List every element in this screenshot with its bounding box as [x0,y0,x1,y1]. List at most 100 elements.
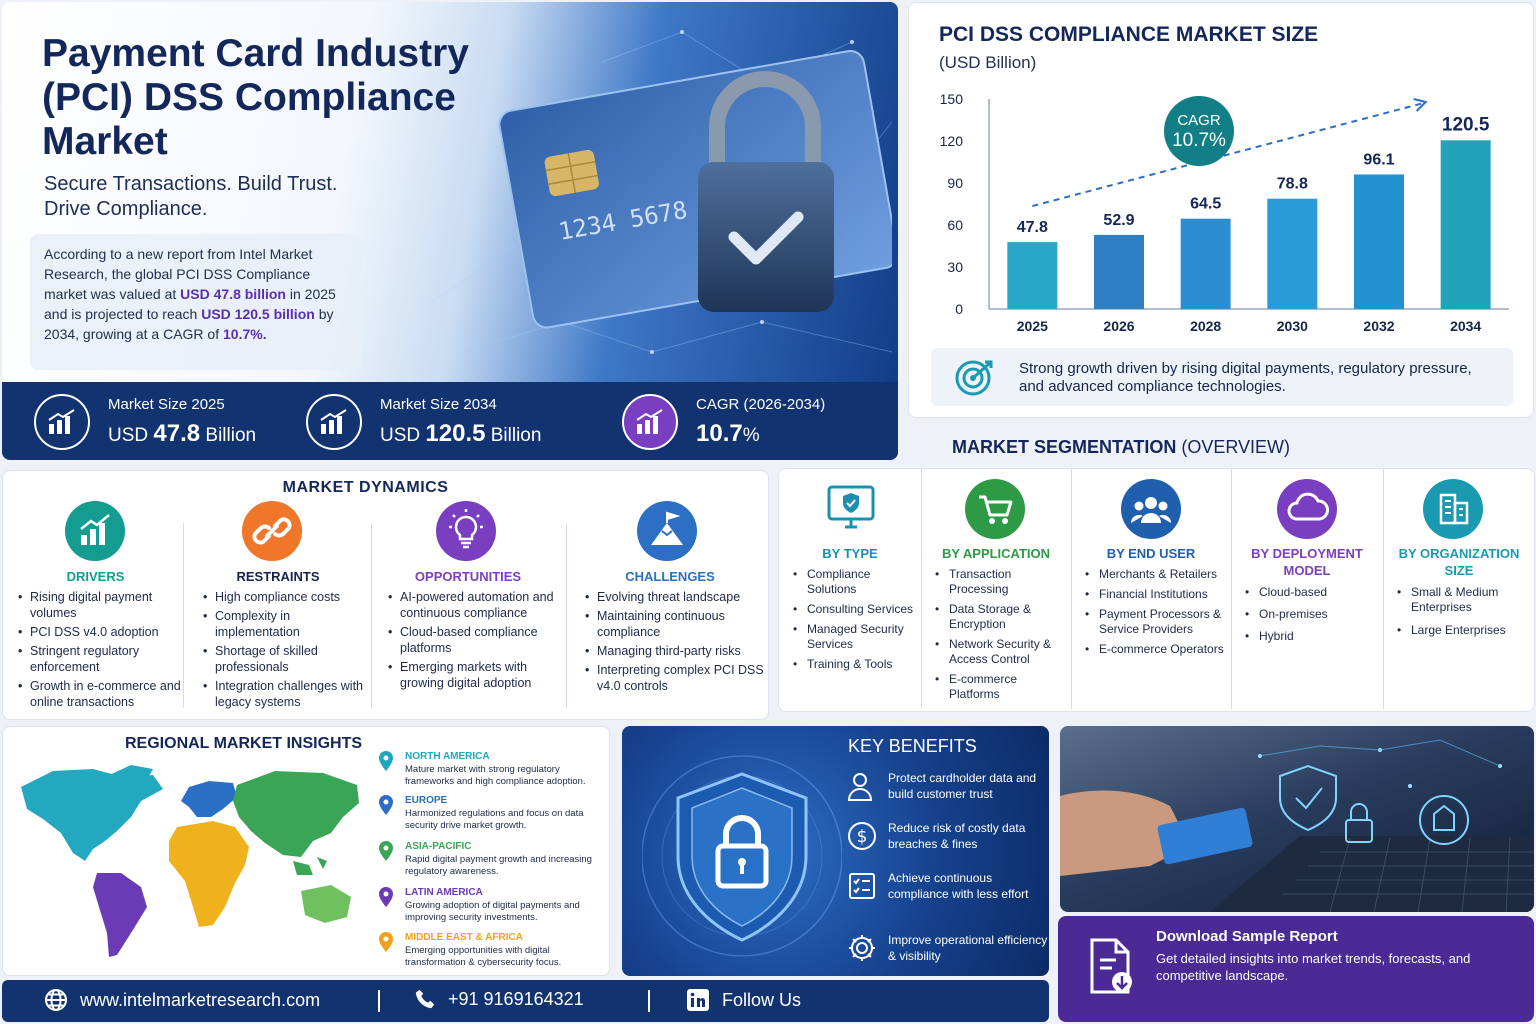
map-latin-america [93,873,147,957]
users-group-icon [1121,479,1181,539]
list-item: Small & Medium Enterprises [1397,585,1535,615]
list-item: Payment Processors & Service Providers [1085,607,1231,637]
website-link[interactable]: www.intelmarketresearch.com [44,988,320,1012]
chain-link-icon [242,501,302,561]
phone-icon [415,989,435,1009]
stat-value: 10.7% [696,420,760,447]
segment-heading: BY ORGANIZATION SIZE [1398,546,1520,578]
summary-highlight-cagr: 10.7%. [223,326,267,342]
hero-summary: According to a new report from Intel Mar… [30,234,362,370]
globe-icon [45,989,67,1011]
list-item: Financial Institutions [1085,587,1231,602]
list-item: Compliance Solutions [793,567,921,597]
map-asia-pacific [233,771,359,857]
checklist-icon [849,873,875,899]
segment-list: Compliance Solutions Consulting Services… [793,567,921,677]
driver-list: Rising digital payment volumes PCI DSS v… [18,589,183,713]
phone-text: +91 9169164321 [448,988,584,1009]
list-item: Shortage of skilled professionals [203,643,363,675]
gear-icon [849,935,875,961]
region-description: Harmonized regulations and focus on data… [405,808,584,831]
location-pin-icon [379,932,393,952]
footer-bar: www.intelmarketresearch.com +91 91691643… [2,980,1049,1022]
x-tick-label: 2026 [1103,318,1134,334]
market-dynamics-card: MARKET DYNAMICS DRIVERS Rising digital p… [2,470,769,720]
stat-label: Market Size 2025 [108,396,225,413]
map-europe [181,781,237,817]
summary-text-1: According to a new report from Intel Mar… [44,246,313,302]
key-benefits-panel: KEY BENEFITS Protect cardholder data and… [622,726,1049,976]
region-description: Mature market with strong regulatory fra… [405,764,586,787]
download-description: Get detailed insights into market trends… [1156,951,1471,983]
bar-value-label: 78.8 [1277,176,1308,193]
divider [921,469,922,709]
credit-card-padlock-illustration: 1234 5678 9012 3456 [498,50,892,329]
region-description: Emerging opportunities with digital tran… [405,945,562,968]
linkedin-icon [687,989,709,1011]
list-item: E-commerce Operators [1085,642,1231,657]
monitor-shield-icon [821,479,881,539]
list-item: PCI DSS v4.0 adoption [18,624,183,640]
summary-text-2: in 2025 and is projected to reach [44,286,336,322]
list-item: Network Security & Access Control [935,637,1071,667]
dynamics-column-drivers: DRIVERS Rising digital payment volumes P… [8,501,183,715]
bar [1180,218,1231,309]
region-description: Rapid digital payment growth and increas… [405,854,592,877]
list-item: Merchants & Retailers [1085,567,1231,582]
location-pin-icon [379,751,393,771]
map-north-america [21,769,163,861]
follow-text: Follow Us [722,989,802,1010]
stat-market-size-2034: Market Size 2034 USD 120.5 Billion [306,390,556,452]
list-item: Cloud-based compliance platforms [388,624,558,656]
cagr-trend-line [1032,102,1424,208]
segment-heading: BY END USER [1106,546,1196,561]
location-pin-icon [379,841,393,861]
chart-note: Strong growth driven by rising digital p… [931,348,1513,406]
list-item: Complexity in implementation [203,608,363,640]
region-name: MIDDLE EAST & AFRICA [405,932,523,943]
benefit-text: Protect cardholder data and build custom… [888,771,1037,801]
stat-label: CAGR (2026-2034) [696,396,826,413]
stat-value: USD 47.8 Billion [108,420,257,447]
follow-link[interactable]: Follow Us [686,988,801,1012]
stat-cagr: CAGR (2026-2034) 10.7% [622,390,872,452]
list-item: Consulting Services [793,602,921,617]
column-heading: RESTRAINTS [236,569,320,584]
segmentation-title: MARKET SEGMENTATION (OVERVIEW) [952,437,1291,457]
segment-by-deployment-model: BY DEPLOYMENT MODEL Cloud-based On-premi… [1231,469,1383,709]
download-title: Download Sample Report [1156,928,1338,945]
list-item: E-commerce Platforms [935,672,1071,702]
segment-by-organization-size: BY ORGANIZATION SIZE Small & Medium Ente… [1383,469,1535,709]
cagr-badge [1164,96,1234,166]
dollar-icon: $ [848,822,876,850]
bar [1354,174,1404,309]
user-shield-icon [847,773,873,801]
location-pin-icon [379,795,393,815]
bar [1267,198,1318,309]
download-sample-report-button[interactable]: Download Sample Report Get detailed insi… [1058,916,1534,1022]
phone-link[interactable]: +91 9169164321 [414,988,584,1010]
hero-tagline: Secure Transactions. Build Trust. Drive … [44,172,444,222]
bar-value-label: 64.5 [1190,196,1221,213]
x-tick-label: 2032 [1363,318,1394,334]
list-item: Growth in e-commerce and online transact… [18,678,183,710]
regional-insights-card: REGIONAL MARKET INSIGHTS NORTH AMERICA M… [2,726,610,976]
world-map [21,765,359,957]
bar [1007,242,1058,309]
regional-title: REGIONAL MARKET INSIGHTS [125,735,363,752]
mountain-flag-icon [637,501,697,561]
bar [1094,234,1144,309]
list-item: AI-powered automation and continuous com… [388,589,558,621]
segment-by-type: BY TYPE Compliance Solutions Consulting … [779,469,921,709]
bar [1440,140,1491,309]
y-tick-label: 150 [940,91,964,107]
hero-title: Payment Card Industry (PCI) DSS Complian… [42,32,469,163]
shopping-cart-icon [965,479,1025,539]
region-name: NORTH AMERICA [405,751,490,762]
dynamics-column-restraints: RESTRAINTS High compliance costs Complex… [193,501,363,715]
y-tick-label: 90 [947,175,963,191]
dynamics-column-opportunities: OPPORTUNITIES AI-powered automation and … [378,501,558,715]
y-tick-label: 120 [940,133,964,149]
column-heading: CHALLENGES [625,569,715,584]
website-text: www.intelmarketresearch.com [80,989,321,1010]
